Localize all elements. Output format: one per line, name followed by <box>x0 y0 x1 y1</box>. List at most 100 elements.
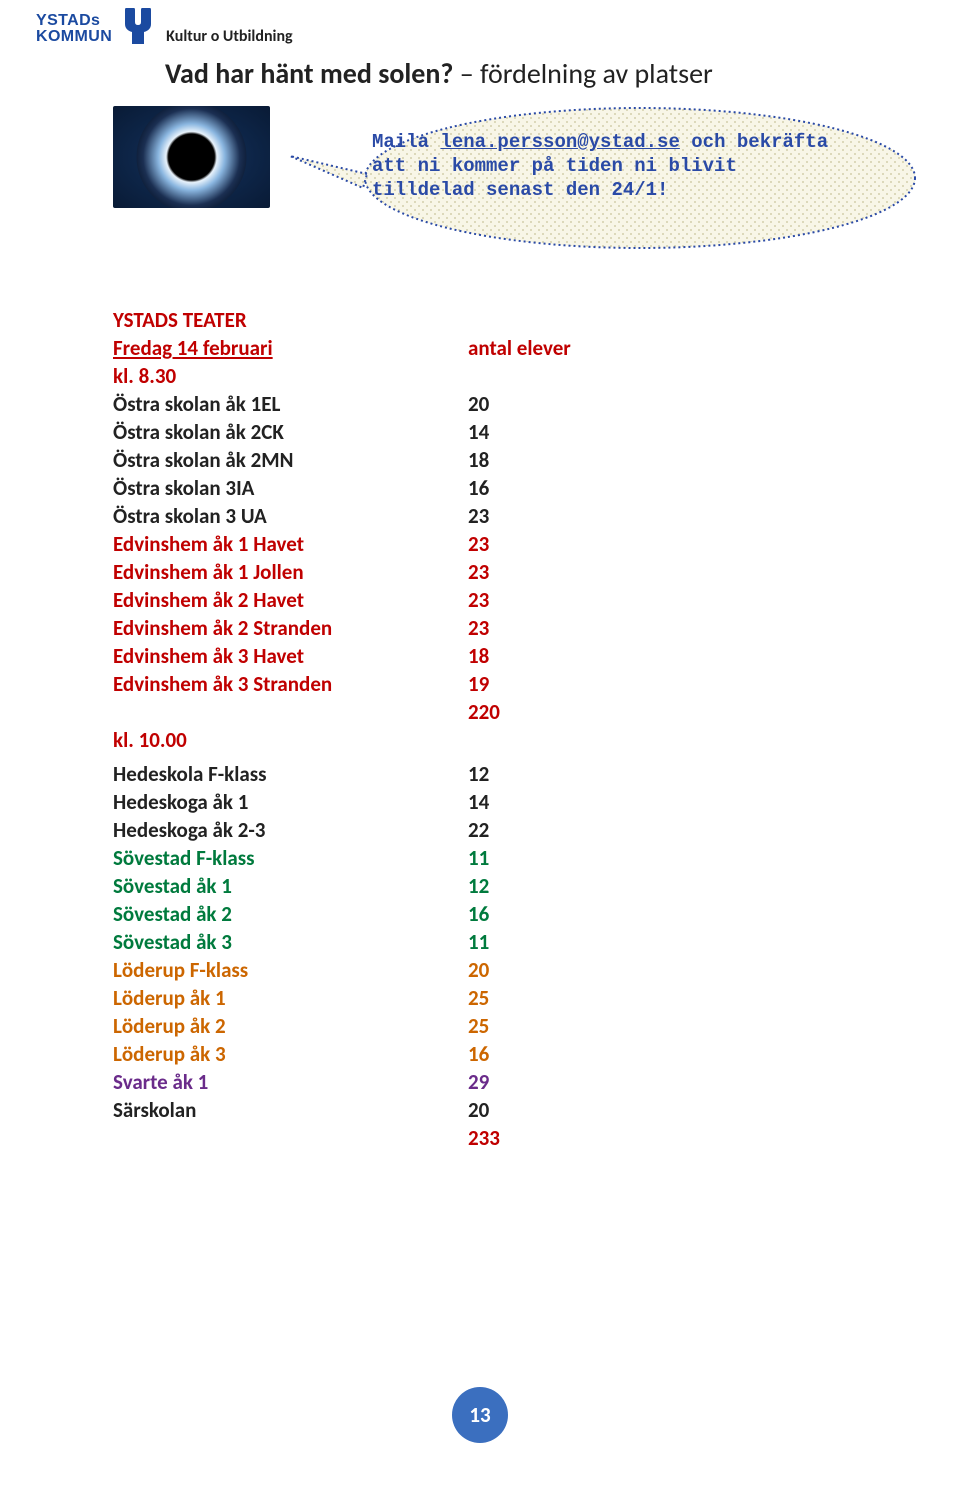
list-row: Löderup åk 316 <box>113 1040 813 1068</box>
list-row: Hedeskoga åk 114 <box>113 788 813 816</box>
list-value: 25 <box>468 984 548 1012</box>
list-label: Östra skolan åk 2CK <box>113 418 468 446</box>
list-label: Edvinshem åk 1 Jollen <box>113 558 468 586</box>
speech-line3: tilldelad senast den 24/1! <box>372 179 668 201</box>
list-value: 16 <box>468 474 548 502</box>
list-value: 23 <box>468 558 548 586</box>
list-value: 25 <box>468 1012 548 1040</box>
antal-label: antal elever <box>468 334 668 362</box>
list-value: 23 <box>468 530 548 558</box>
list-label: Hedeskoga åk 2-3 <box>113 816 468 844</box>
list-label: Östra skolan åk 1EL <box>113 390 468 418</box>
list-row: Östra skolan åk 1EL20 <box>113 390 813 418</box>
list-label: Särskolan <box>113 1096 468 1124</box>
list-label: Edvinshem åk 1 Havet <box>113 530 468 558</box>
list-label: Östra skolan 3IA <box>113 474 468 502</box>
logo-left-text: YSTADs KOMMUN <box>36 13 112 45</box>
logo-y-icon <box>120 6 156 51</box>
theater-listing: YSTADS TEATER Fredag 14 februari antal e… <box>113 306 813 1152</box>
list-label: Löderup åk 3 <box>113 1040 468 1068</box>
list-row: Hedeskola F-klass12 <box>113 760 813 788</box>
list-row: Svarte åk 129 <box>113 1068 813 1096</box>
list-row: Sövestad F-klass11 <box>113 844 813 872</box>
list-row: Sövestad åk 311 <box>113 928 813 956</box>
list-label: Sövestad åk 2 <box>113 900 468 928</box>
title-main: Vad har hänt med solen? <box>165 56 453 91</box>
list-row: Sövestad åk 112 <box>113 872 813 900</box>
list-value: 29 <box>468 1068 548 1096</box>
list-label: Sövestad åk 1 <box>113 872 468 900</box>
list-value: 23 <box>468 614 548 642</box>
list-value: 19 <box>468 670 548 698</box>
list-label: Östra skolan åk 2MN <box>113 446 468 474</box>
logo-line2: KOMMUN <box>36 29 112 45</box>
time2: kl. 10.00 <box>113 726 468 754</box>
speech-text: Maila lena.persson@ystad.se och bekräfta… <box>372 130 852 202</box>
session1-list: Östra skolan åk 1EL20Östra skolan åk 2CK… <box>113 390 813 698</box>
list-value: 20 <box>468 390 548 418</box>
list-value: 11 <box>468 844 548 872</box>
list-row: Löderup åk 225 <box>113 1012 813 1040</box>
speech-email-link[interactable]: lena.persson@ystad.se <box>440 131 679 153</box>
list-label: Sövestad F-klass <box>113 844 468 872</box>
session1-total: 220 <box>468 698 548 726</box>
list-row: Hedeskoga åk 2-322 <box>113 816 813 844</box>
list-row: Edvinshem åk 2 Havet23 <box>113 586 813 614</box>
list-label: Löderup F-klass <box>113 956 468 984</box>
list-row: Edvinshem åk 3 Havet18 <box>113 642 813 670</box>
list-row: Edvinshem åk 1 Jollen23 <box>113 558 813 586</box>
list-row: Löderup åk 125 <box>113 984 813 1012</box>
list-value: 16 <box>468 900 548 928</box>
session2-total: 233 <box>468 1124 548 1152</box>
list-value: 14 <box>468 788 548 816</box>
list-label: Edvinshem åk 2 Havet <box>113 586 468 614</box>
list-value: 18 <box>468 642 548 670</box>
list-row: Edvinshem åk 3 Stranden19 <box>113 670 813 698</box>
speech-line2: att ni kommer på tiden ni blivit <box>372 155 737 177</box>
list-value: 16 <box>468 1040 548 1068</box>
page-title: Vad har hänt med solen? – fördelning av … <box>165 56 713 91</box>
list-label: Hedeskoga åk 1 <box>113 788 468 816</box>
list-value: 12 <box>468 872 548 900</box>
list-value: 22 <box>468 816 548 844</box>
list-value: 18 <box>468 446 548 474</box>
list-value: 20 <box>468 1096 548 1124</box>
list-value: 14 <box>468 418 548 446</box>
list-label: Östra skolan 3 UA <box>113 502 468 530</box>
page-number: 13 <box>469 1402 490 1428</box>
list-value: 20 <box>468 956 548 984</box>
list-label: Hedeskola F-klass <box>113 760 468 788</box>
list-label: Svarte åk 1 <box>113 1068 468 1096</box>
list-label: Löderup åk 1 <box>113 984 468 1012</box>
list-label: Edvinshem åk 3 Stranden <box>113 670 468 698</box>
list-value: 11 <box>468 928 548 956</box>
time1: kl. 8.30 <box>113 362 468 390</box>
list-value: 23 <box>468 502 548 530</box>
logo-line1: YSTADs <box>36 13 112 29</box>
day-line: Fredag 14 februari <box>113 334 468 362</box>
list-row: Östra skolan 3 UA23 <box>113 502 813 530</box>
logo-right-label: Kultur o Utbildning <box>166 27 292 46</box>
list-row: Löderup F-klass20 <box>113 956 813 984</box>
list-row: Edvinshem åk 1 Havet23 <box>113 530 813 558</box>
list-row: Edvinshem åk 2 Stranden23 <box>113 614 813 642</box>
logo: YSTADs KOMMUN Kultur o Utbildning <box>36 6 293 51</box>
eclipse-image <box>113 106 270 208</box>
theater-heading: YSTADS TEATER <box>113 306 468 334</box>
list-row: Särskolan20 <box>113 1096 813 1124</box>
list-label: Edvinshem åk 2 Stranden <box>113 614 468 642</box>
list-row: Sövestad åk 216 <box>113 900 813 928</box>
speech-line1-pre: Maila <box>372 131 440 153</box>
title-sub: – fördelning av platser <box>453 56 712 91</box>
session2-list: Hedeskola F-klass12Hedeskoga åk 114Hedes… <box>113 760 813 1124</box>
list-label: Löderup åk 2 <box>113 1012 468 1040</box>
speech-line1-post: och bekräfta <box>680 131 828 153</box>
list-row: Östra skolan åk 2MN18 <box>113 446 813 474</box>
list-label: Edvinshem åk 3 Havet <box>113 642 468 670</box>
page-number-badge: 13 <box>452 1387 508 1443</box>
list-value: 23 <box>468 586 548 614</box>
list-value: 12 <box>468 760 548 788</box>
list-row: Östra skolan 3IA16 <box>113 474 813 502</box>
list-row: Östra skolan åk 2CK14 <box>113 418 813 446</box>
list-label: Sövestad åk 3 <box>113 928 468 956</box>
